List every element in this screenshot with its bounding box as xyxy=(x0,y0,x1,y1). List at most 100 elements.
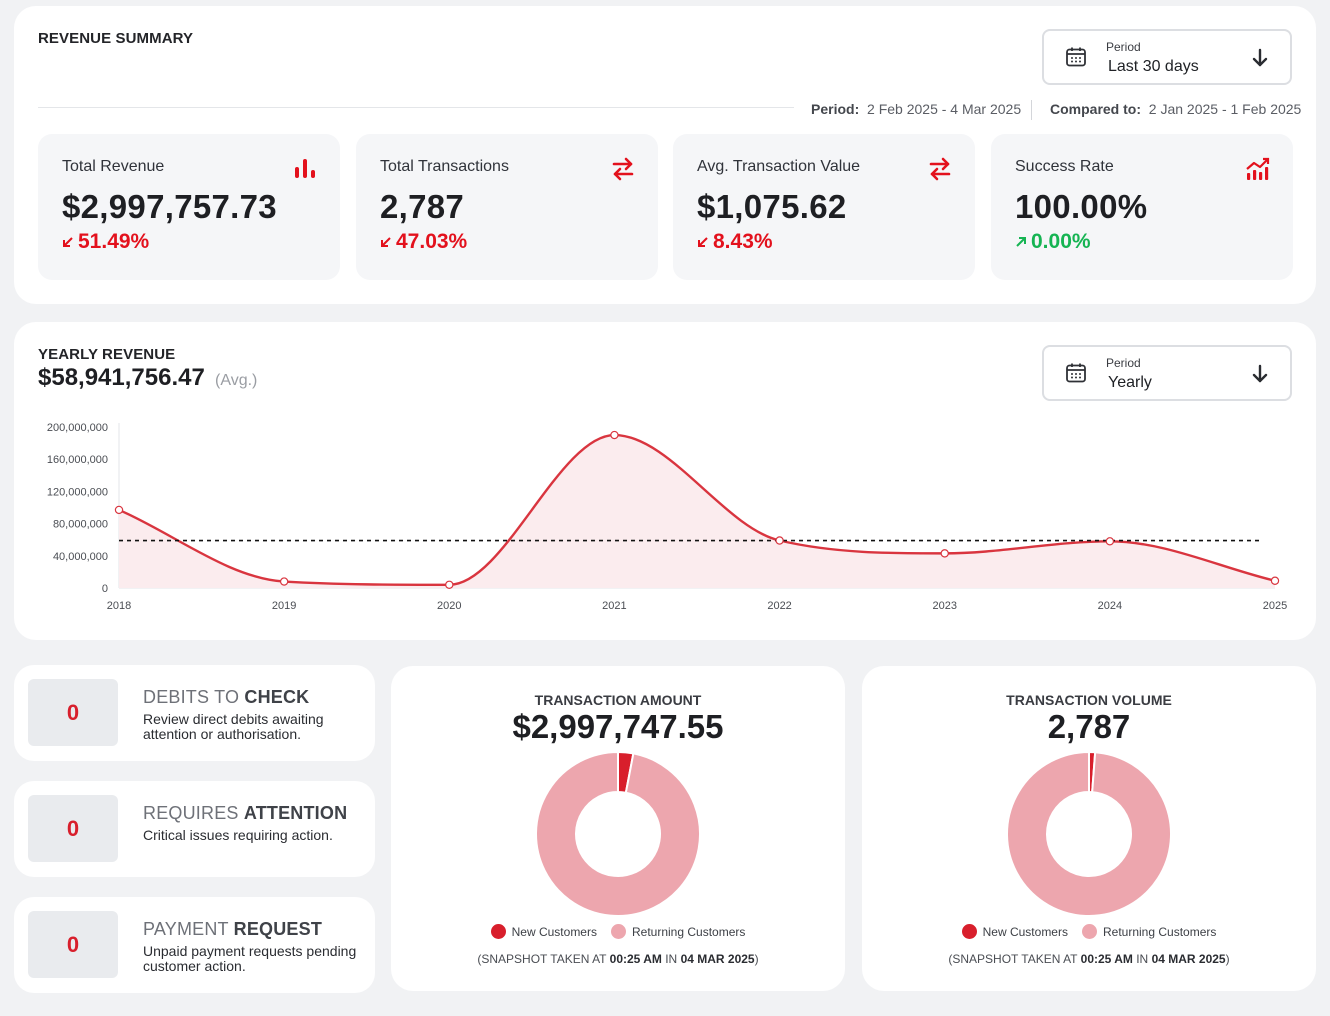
data-point xyxy=(610,430,619,440)
legend-label: New Customers xyxy=(511,924,597,939)
period-label: Period xyxy=(1106,356,1141,370)
legend-dot-new xyxy=(490,924,506,939)
x-tick-label: 2021 xyxy=(602,600,626,612)
snapshot-note: (SNAPSHOT TAKEN AT 00:25 AM IN 04 MAR 20… xyxy=(862,952,1316,966)
arrow-up-right-icon xyxy=(1016,237,1026,247)
card-title-light: DEBITS TO xyxy=(143,687,245,707)
stat-value: $1,075.62 xyxy=(697,188,847,225)
stat-value: 2,787 xyxy=(380,188,465,225)
card-title: DEBITS TO CHECK xyxy=(143,687,309,708)
arrow-down-icon xyxy=(1252,48,1268,67)
snapshot-date: 04 MAR 2025 xyxy=(680,952,755,966)
arrow-down-icon xyxy=(1252,364,1268,383)
stat-total-transactions: Total Transactions 2,787 47.03% xyxy=(356,134,658,280)
legend-returning-customers[interactable]: Returning Customers xyxy=(1081,924,1216,939)
stat-label: Total Transactions xyxy=(380,158,509,175)
snapshot-note: (SNAPSHOT TAKEN AT 00:25 AM IN 04 MAR 20… xyxy=(391,952,845,966)
calendar-icon xyxy=(1066,47,1086,67)
bar-chart-icon xyxy=(295,159,315,178)
x-tick-label: 2025 xyxy=(1263,600,1287,612)
yearly-revenue-title: YEARLY REVENUE xyxy=(38,346,176,363)
y-tick-label: 200,000,000 xyxy=(47,422,108,434)
transaction-volume-donut xyxy=(1007,752,1171,916)
legend-dot-returning xyxy=(610,924,626,939)
card-title-bold: REQUEST xyxy=(233,919,323,939)
card-title-bold: ATTENTION xyxy=(243,803,348,823)
legend-returning-customers[interactable]: Returning Customers xyxy=(610,924,745,939)
stat-label: Success Rate xyxy=(1015,158,1114,175)
y-tick-label: 80,000,000 xyxy=(53,519,108,531)
stat-success-rate: Success Rate 100.00% 0.00% xyxy=(991,134,1293,280)
y-tick-label: 120,000,000 xyxy=(47,486,108,498)
card-title: REQUIRES ATTENTION xyxy=(143,803,347,824)
legend-label: New Customers xyxy=(982,924,1068,939)
data-point xyxy=(279,577,289,586)
data-point xyxy=(1270,576,1280,585)
donut-value: $2,997,747.55 xyxy=(512,708,724,745)
snapshot-suffix: ) xyxy=(1225,952,1230,966)
stat-change-value: 8.43% xyxy=(713,230,773,253)
x-tick-label: 2018 xyxy=(107,600,131,612)
y-tick-label: 40,000,000 xyxy=(53,551,108,563)
stat-change: 0.00% xyxy=(1015,230,1091,254)
stat-value: $2,997,757.73 xyxy=(62,188,277,225)
yearly-revenue-card: 0 40,000,000 80,000,000 120,000,000 160,000,… xyxy=(14,322,1316,640)
snapshot-mid: IN xyxy=(661,952,681,966)
returning-customers-slice[interactable] xyxy=(1007,752,1171,916)
legend-dot-new xyxy=(961,924,977,939)
legend-new-customers[interactable]: New Customers xyxy=(490,924,597,939)
count-badge: 0 xyxy=(28,795,118,862)
period-range-value: 2 Feb 2025 - 4 Mar 2025 xyxy=(867,101,1022,117)
x-tick-label: 2024 xyxy=(1098,600,1122,612)
period-select-yearly[interactable]: Period Yearly xyxy=(1042,345,1292,401)
data-point xyxy=(1105,537,1115,546)
period-range: Period: 2 Feb 2025 - 4 Mar 2025 xyxy=(811,101,1021,117)
x-tick-label: 2023 xyxy=(932,600,956,612)
revenue-summary-title: REVENUE SUMMARY xyxy=(38,30,194,47)
legend-dot-returning xyxy=(1081,924,1097,939)
count-badge: 0 xyxy=(28,911,118,978)
stat-change-value: 0.00% xyxy=(1031,230,1091,253)
period-value: Last 30 days xyxy=(1108,58,1199,75)
yearly-revenue-avg-label: (Avg.) xyxy=(215,372,258,389)
calendar-icon xyxy=(1066,363,1086,383)
card-description: Critical issues requiring action. xyxy=(143,827,333,843)
returning-customers-slice[interactable] xyxy=(536,752,700,916)
transaction-amount-donut xyxy=(536,752,700,916)
yearly-revenue-value: $58,941,756.47 xyxy=(38,364,205,391)
transaction-volume-card: TRANSACTION VOLUME 2,787 New Customers R… xyxy=(862,666,1316,991)
snapshot-date: 04 MAR 2025 xyxy=(1151,952,1226,966)
snapshot-prefix: (SNAPSHOT TAKEN AT xyxy=(948,952,1081,966)
card-title-bold: CHECK xyxy=(244,687,310,707)
y-tick-label: 0 xyxy=(102,583,108,595)
period-select-summary[interactable]: Period Last 30 days xyxy=(1042,29,1292,85)
payment-request-card[interactable]: 0 PAYMENT REQUEST Unpaid payment request… xyxy=(14,897,375,993)
card-title-light: REQUIRES xyxy=(143,803,244,823)
data-point xyxy=(940,549,949,558)
card-description: Unpaid payment requests pending customer… xyxy=(143,943,357,974)
trend-chart-icon xyxy=(1246,157,1270,180)
snapshot-suffix: ) xyxy=(754,952,759,966)
arrow-down-left-icon xyxy=(381,237,391,247)
card-title-light: PAYMENT xyxy=(143,919,234,939)
revenue-summary-card: REVENUE SUMMARY Period Last 30 days Peri… xyxy=(14,6,1316,304)
period-range-label: Period: xyxy=(811,101,860,117)
stat-change-value: 47.03% xyxy=(396,230,468,253)
data-point xyxy=(775,536,784,545)
x-tick-label: 2022 xyxy=(767,600,791,612)
header-divider xyxy=(38,107,794,108)
arrow-down-left-icon xyxy=(63,237,73,247)
card-description: Review direct debits awaiting attention … xyxy=(143,711,324,742)
data-point xyxy=(114,505,124,515)
requires-attention-card[interactable]: 0 REQUIRES ATTENTION Critical issues req… xyxy=(14,781,375,877)
donut-title: TRANSACTION AMOUNT xyxy=(534,692,702,708)
stat-change: 51.49% xyxy=(62,230,149,254)
donut-legend: New Customers Returning Customers xyxy=(862,924,1316,939)
donut-legend: New Customers Returning Customers xyxy=(391,924,845,939)
stat-label: Avg. Transaction Value xyxy=(697,158,861,175)
debits-to-check-card[interactable]: 0 DEBITS TO CHECK Review direct debits a… xyxy=(14,665,375,761)
compared-range-value: 2 Jan 2025 - 1 Feb 2025 xyxy=(1148,101,1302,117)
legend-new-customers[interactable]: New Customers xyxy=(961,924,1068,939)
revenue-area-fill xyxy=(119,435,1275,588)
count-badge: 0 xyxy=(28,679,118,746)
